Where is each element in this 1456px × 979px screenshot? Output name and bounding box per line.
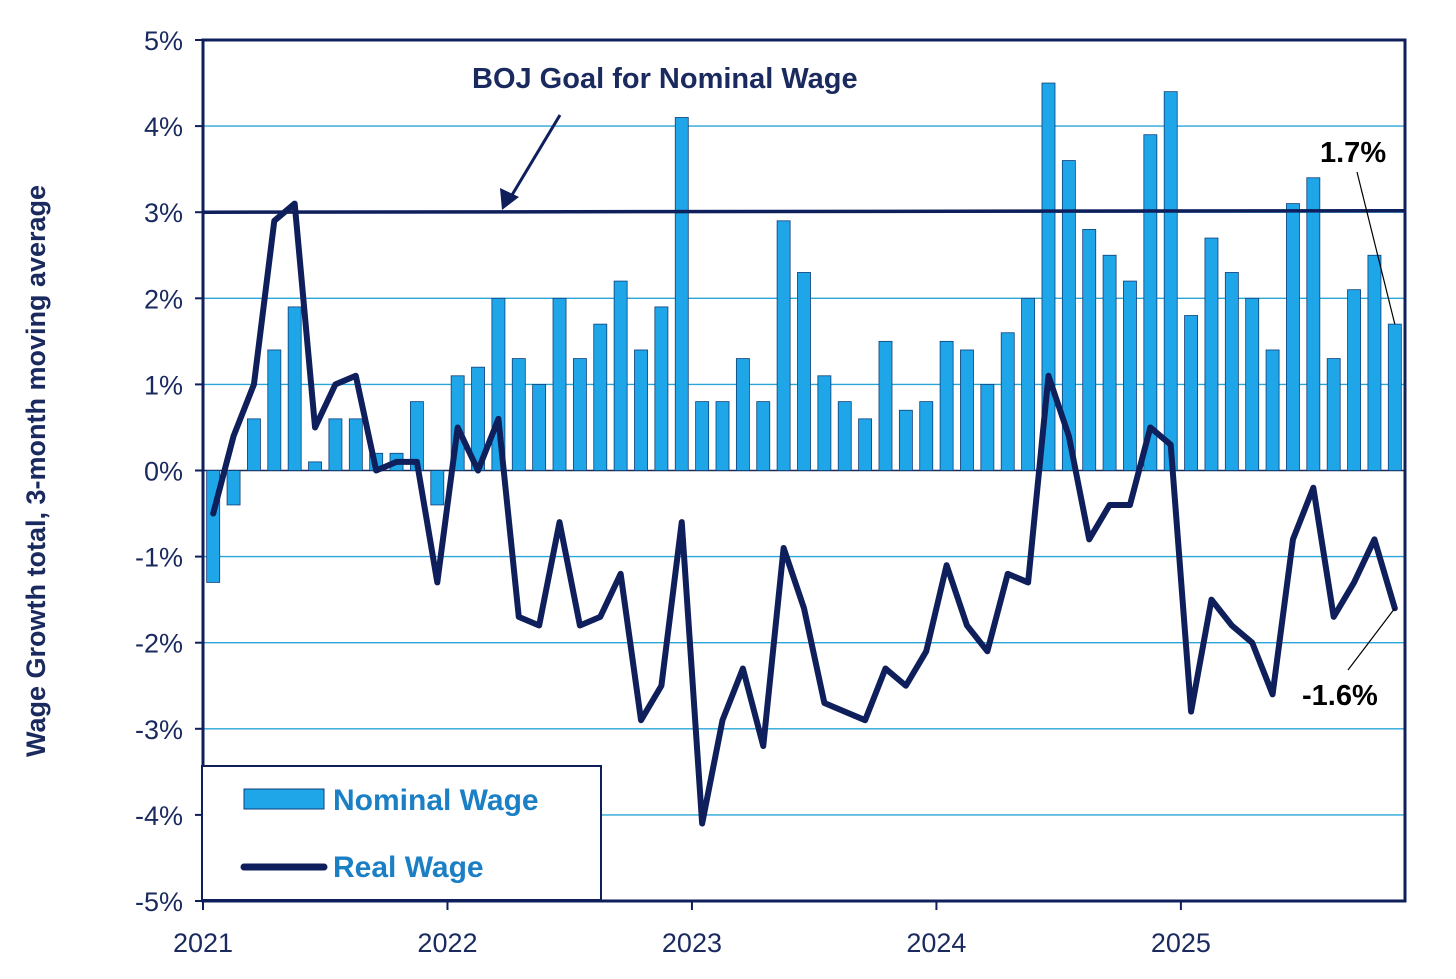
nominal-wage-bar [1163, 91, 1178, 471]
end-labels: 1.7% -1.6% [1302, 137, 1396, 712]
legend-label-nominal: Nominal Wage [333, 784, 539, 817]
y-tick-label: -2% [135, 629, 183, 659]
x-tick-label: 2022 [417, 928, 477, 958]
boj-goal-arrowhead [500, 188, 519, 210]
nominal-wage-bar [695, 401, 710, 471]
real-end-label: -1.6% [1302, 680, 1378, 712]
nominal-wage-bar [1082, 229, 1097, 471]
nominal-wage-bar [1245, 297, 1260, 471]
x-tick-label: 2025 [1151, 928, 1211, 958]
nominal-wage-bar [1387, 323, 1402, 471]
real-end-leader [1347, 607, 1396, 671]
nominal-wage-bar [1224, 272, 1239, 471]
nominal-wage-bar [1204, 237, 1219, 471]
nominal-wage-bar [552, 297, 567, 471]
nominal-wage-bar [287, 306, 302, 471]
nominal-wage-bar [308, 461, 322, 471]
nominal-wage-bar [593, 323, 608, 471]
nominal-wage-bar [1143, 134, 1158, 471]
y-axis-label: Wage Growth total, 3-month moving averag… [21, 185, 51, 757]
nominal-wage-bar [735, 358, 750, 471]
nominal-wage-bar [247, 418, 261, 471]
boj-goal-line [202, 208, 1406, 214]
nominal-wage-bar [898, 409, 913, 471]
boj-goal-reference: BOJ Goal for Nominal Wage [202, 63, 1406, 214]
nominal-wage-bar [1347, 289, 1361, 471]
x-tick-label: 2024 [906, 928, 966, 958]
nominal-wage-bar [817, 375, 832, 471]
nominal-end-label: 1.7% [1320, 137, 1386, 169]
tick-labels: 5% 4% 3% 2% 1% 0% -1% -2% -3% -4% -5% 2021 2022 2023 2… [135, 26, 1211, 958]
y-tick-label: 0% [144, 457, 183, 487]
axes [195, 38, 1407, 910]
nominal-wage-bar [1102, 254, 1117, 471]
nominal-wage-bar [715, 401, 730, 471]
nominal-wage-bar [1041, 82, 1056, 471]
y-tick-label: 5% [144, 26, 183, 56]
nominal-wage-bars [206, 82, 1402, 583]
nominal-wage-bar [1286, 203, 1300, 471]
nominal-wage-bar [960, 349, 974, 471]
nominal-wage-bar [1306, 177, 1321, 471]
nominal-wage-bar [858, 418, 873, 471]
nominal-end-leader [1356, 171, 1396, 325]
y-tick-label: 4% [144, 112, 183, 142]
nominal-wage-bar [654, 306, 669, 471]
nominal-wage-bar [756, 401, 771, 471]
x-tick-label: 2023 [662, 928, 722, 958]
y-tick-label: -3% [135, 715, 183, 745]
nominal-wage-bar [1265, 349, 1280, 471]
boj-goal-label: BOJ Goal for Nominal Wage [472, 63, 858, 95]
real-wage-line-group [210, 200, 1398, 827]
nominal-wage-bar [797, 272, 811, 471]
legend-box [201, 765, 602, 901]
nominal-wage-bar [776, 220, 791, 471]
nominal-wage-bar [674, 117, 689, 471]
y-tick-label: 2% [144, 284, 183, 314]
nominal-wage-bar [430, 470, 445, 506]
nominal-wage-bar [1184, 315, 1199, 471]
y-tick-label: -1% [135, 543, 183, 573]
legend-swatch-nominal [243, 788, 325, 810]
y-tick-label: -4% [135, 801, 183, 831]
nominal-wage-bar [1000, 332, 1015, 471]
nominal-wage-bar [267, 349, 282, 471]
real-wage-line [210, 200, 1398, 827]
nominal-wage-bar [980, 383, 995, 471]
nominal-wage-bar [634, 349, 648, 471]
legend: Nominal Wage Real Wage [201, 765, 602, 901]
y-tick-label: 1% [144, 370, 183, 400]
nominal-wage-bar [919, 401, 934, 471]
boj-goal-arrow [510, 114, 562, 196]
nominal-wage-bar [1326, 358, 1341, 471]
nominal-wage-bar [1123, 280, 1137, 471]
nominal-wage-bar [939, 340, 954, 471]
nominal-wage-bar [1061, 160, 1076, 471]
y-tick-label: 3% [144, 198, 183, 228]
nominal-wage-bar [837, 401, 852, 471]
y-tick-label: -5% [135, 887, 183, 917]
nominal-wage-bar [226, 470, 241, 506]
nominal-wage-bar [348, 418, 363, 471]
nominal-wage-bar [613, 280, 628, 471]
nominal-wage-bar [511, 358, 526, 471]
legend-label-real: Real Wage [333, 851, 484, 884]
x-tick-label: 2021 [173, 928, 233, 958]
nominal-wage-bar [572, 358, 587, 471]
nominal-wage-bar [532, 383, 547, 471]
nominal-wage-bar [1021, 297, 1036, 471]
nominal-wage-bar [1367, 254, 1382, 471]
nominal-wage-bar [328, 418, 343, 471]
nominal-wage-bar [878, 340, 893, 471]
